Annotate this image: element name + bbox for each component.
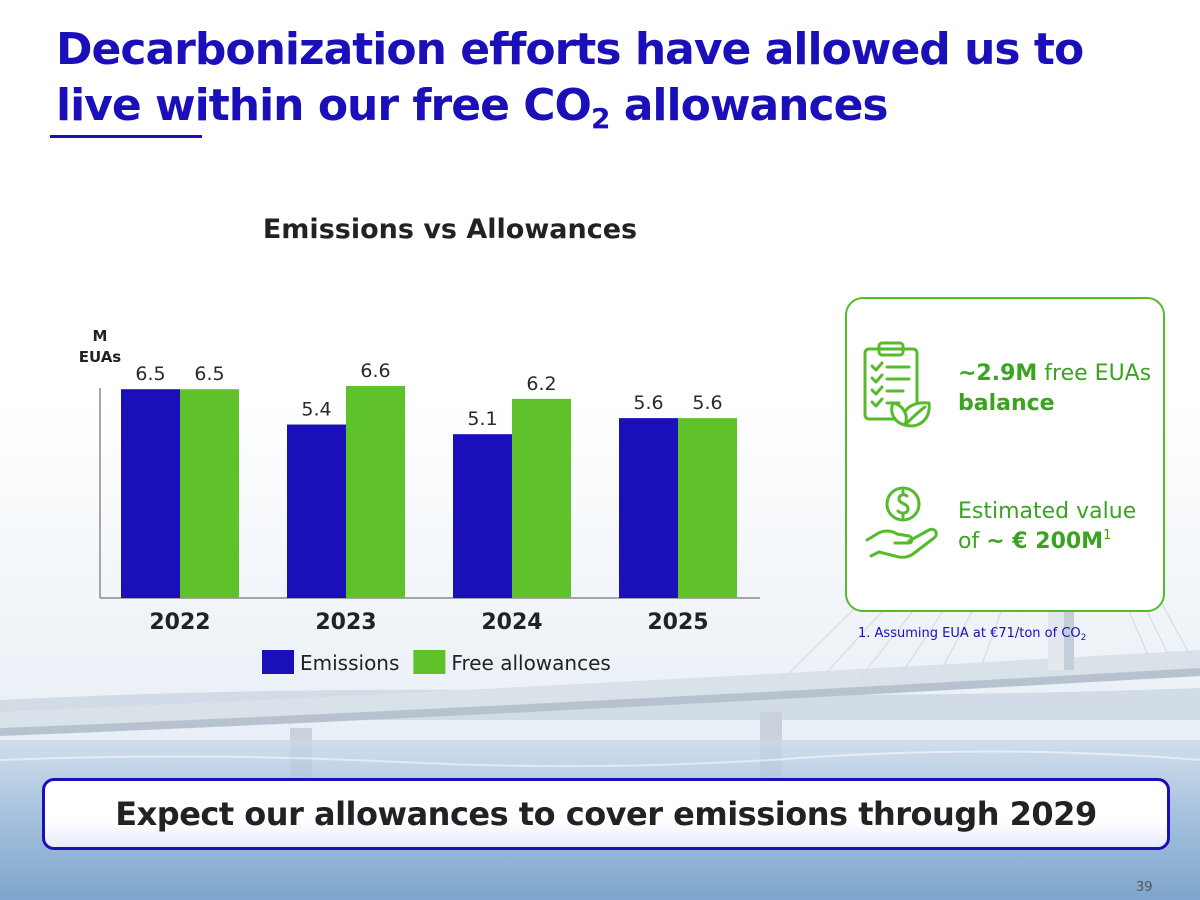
bar-emissions-2023	[287, 424, 346, 598]
legend-label-free-allowances: Free allowances	[451, 651, 610, 675]
title-line2-text: live within our free CO	[56, 80, 592, 131]
value-amount: ~ € 200M	[986, 529, 1104, 554]
chart-title: Emissions vs Allowances	[262, 214, 638, 245]
data-label-free-allowances-2022: 6.5	[194, 363, 224, 385]
title-line2-end: allowances	[609, 80, 889, 131]
value-line1: Estimated value	[958, 499, 1137, 524]
bar-emissions-2025	[619, 418, 678, 598]
checklist-leaf-icon	[863, 341, 931, 428]
value-footnote-marker: 1	[1103, 528, 1112, 543]
balance-text: ~2.9M free EUAs balance	[958, 359, 1158, 419]
bar-emissions-2024	[453, 434, 512, 598]
info-card: ~2.9M free EUAs balance Estimated value …	[845, 297, 1165, 612]
legend-label-emissions: Emissions	[300, 651, 399, 675]
slide-title-line2: live within our free CO2 allowances	[56, 78, 1156, 134]
data-label-emissions-2022: 6.5	[135, 363, 165, 385]
data-label-emissions-2023: 5.4	[301, 399, 331, 421]
x-tick-label-2022: 2022	[149, 610, 210, 635]
emissions-allowances-bar-chart: M EUAs 6.5 6.5 2022 5.4 6.6 2023 5.1 6.2 2024 5.6 5.…	[79, 327, 760, 675]
data-label-free-allowances-2024: 6.2	[526, 373, 556, 395]
title-subscript: 2	[590, 102, 611, 135]
x-tick-label-2025: 2025	[647, 610, 708, 635]
bar-free-allowances-2022	[180, 389, 239, 598]
bar-free-allowances-2024	[512, 398, 571, 598]
balance-line2: balance	[958, 391, 1055, 416]
money-hand-icon	[865, 486, 938, 559]
bar-free-allowances-2023	[346, 386, 405, 598]
legend-swatch-free-allowances	[413, 650, 446, 674]
footnote: 1. Assuming EUA at €71/ton of CO2	[858, 626, 1087, 643]
data-label-emissions-2024: 5.1	[467, 408, 497, 430]
y-unit-label-line1: M	[93, 327, 108, 345]
value-text: Estimated value of ~ € 200M1	[958, 497, 1158, 557]
title-underline	[50, 135, 202, 138]
legend-swatch-emissions	[262, 650, 294, 674]
slide-title-line1: Decarbonization efforts have allowed us …	[56, 24, 1084, 75]
page-number: 39	[1136, 880, 1153, 895]
balance-label: free EUAs	[1037, 361, 1152, 386]
data-label-free-allowances-2023: 6.6	[360, 360, 390, 382]
callout-text: Expect our allowances to cover emissions…	[115, 795, 1097, 833]
footnote-subscript: 2	[1080, 633, 1087, 643]
footnote-text: 1. Assuming EUA at €71/ton of CO	[858, 626, 1081, 641]
bar-free-allowances-2025	[678, 418, 737, 598]
bar-emissions-2022	[121, 389, 180, 598]
data-label-free-allowances-2025: 5.6	[692, 392, 722, 414]
data-label-emissions-2025: 5.6	[633, 392, 663, 414]
x-tick-label-2024: 2024	[481, 610, 542, 635]
slide-title: Decarbonization efforts have allowed us …	[56, 22, 1156, 134]
y-unit-label-line2: EUAs	[79, 348, 122, 366]
x-tick-label-2023: 2023	[315, 610, 376, 635]
balance-value: ~2.9M	[958, 361, 1038, 386]
callout-box: Expect our allowances to cover emissions…	[42, 778, 1170, 850]
value-line2-prefix: of	[958, 529, 987, 554]
